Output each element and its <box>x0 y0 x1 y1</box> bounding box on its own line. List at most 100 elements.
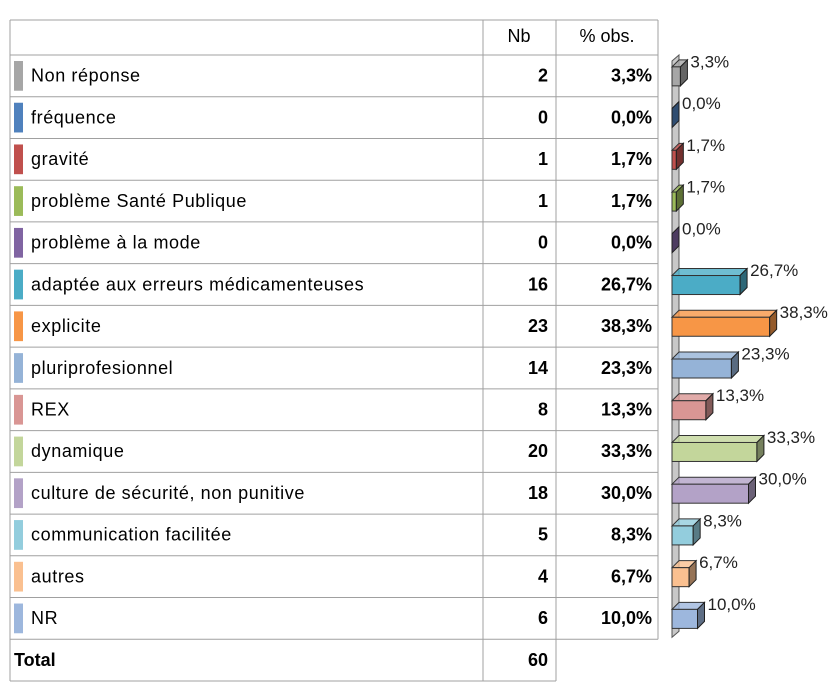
percent: 0,0% <box>611 107 652 127</box>
bar-side <box>675 183 684 213</box>
count: 8 <box>538 399 548 419</box>
percent: 23,3% <box>601 358 652 378</box>
bar-side <box>705 392 714 421</box>
row-label: problème à la mode <box>31 233 201 253</box>
color-swatch <box>14 603 23 634</box>
bar-side <box>688 559 697 588</box>
row-label: autres <box>31 566 85 586</box>
percent: 3,3% <box>611 66 652 86</box>
count: 1 <box>538 191 548 211</box>
row-label: problème Santé Publique <box>31 191 247 211</box>
bar <box>671 441 758 462</box>
count: 23 <box>528 316 548 336</box>
percent: 0,0% <box>611 233 652 253</box>
bar-side <box>671 100 680 129</box>
total-label: Total <box>14 650 56 670</box>
bar <box>671 483 749 504</box>
row-label: explicite <box>31 316 101 336</box>
count: 0 <box>538 233 548 253</box>
bar-side <box>730 350 739 380</box>
bar-top <box>670 476 757 485</box>
bar-label: 8,3% <box>703 511 742 530</box>
count: 14 <box>528 358 548 378</box>
bar-side <box>739 267 748 296</box>
bar-top <box>670 268 749 277</box>
bar-top <box>670 309 778 318</box>
percent: 38,3% <box>601 316 652 336</box>
color-swatch <box>14 520 23 550</box>
row-label: communication facilitée <box>31 525 232 545</box>
row-label: REX <box>31 399 70 419</box>
bar <box>671 191 677 212</box>
bar-top <box>670 434 766 443</box>
bar <box>671 66 681 87</box>
bar-label: 6,7% <box>699 553 738 572</box>
bar <box>671 316 771 337</box>
chart-wall <box>671 53 680 639</box>
count: 16 <box>528 274 548 294</box>
count: 0 <box>538 107 548 127</box>
bar-side <box>692 517 701 547</box>
bar <box>671 400 707 421</box>
bar-label: 3,3% <box>690 52 729 71</box>
row-label: gravité <box>31 149 89 169</box>
percent: 6,7% <box>611 566 652 586</box>
row-label: adaptée aux erreurs médicamenteuses <box>31 274 364 294</box>
percent: 10,0% <box>601 608 652 628</box>
row-label: fréquence <box>31 107 116 127</box>
bar <box>671 275 741 296</box>
bar-side <box>671 225 680 255</box>
bar <box>671 608 698 629</box>
row-label: Non réponse <box>31 66 141 86</box>
row-label: pluriprofesionnel <box>31 358 173 378</box>
row-label: culture de sécurité, non punitive <box>31 483 305 503</box>
color-swatch <box>14 102 23 133</box>
count: 18 <box>528 483 548 503</box>
row-label: dynamique <box>31 441 124 461</box>
percent: 1,7% <box>611 191 652 211</box>
bar <box>671 358 732 379</box>
color-swatch <box>14 186 23 216</box>
color-swatch <box>14 561 23 592</box>
bar-label: 0,0% <box>682 94 721 113</box>
column-header: Nb <box>507 26 530 46</box>
count: 6 <box>538 608 548 628</box>
count: 20 <box>528 441 548 461</box>
bar-label: 26,7% <box>750 261 798 280</box>
bar-label: 0,0% <box>682 219 721 238</box>
bar-side <box>697 601 705 630</box>
bar-label: 30,0% <box>759 470 807 489</box>
color-swatch <box>14 269 23 300</box>
bar <box>671 567 690 588</box>
percent: 30,0% <box>601 483 652 503</box>
percent: 8,3% <box>611 525 652 545</box>
color-swatch <box>14 311 23 342</box>
count: 5 <box>538 525 548 545</box>
color-swatch <box>14 227 23 258</box>
bar <box>671 525 694 546</box>
percent: 33,3% <box>601 441 652 461</box>
bar-label: 38,3% <box>780 303 828 322</box>
count: 2 <box>538 66 548 86</box>
bar-label: 13,3% <box>716 386 764 405</box>
bar-side <box>679 58 688 88</box>
bar-side <box>769 309 778 338</box>
color-swatch <box>14 353 23 383</box>
bar-label: 1,7% <box>686 178 725 197</box>
bar-label: 1,7% <box>686 136 725 155</box>
bar-side <box>756 434 765 463</box>
bar-label: 23,3% <box>741 344 789 363</box>
count: 1 <box>538 149 548 169</box>
color-swatch <box>14 436 23 467</box>
percent: 1,7% <box>611 149 652 169</box>
bar-label: 33,3% <box>767 428 815 447</box>
column-header: % obs. <box>579 26 634 46</box>
bar-top <box>670 351 740 360</box>
bar <box>671 149 677 170</box>
count: 4 <box>538 566 548 586</box>
color-swatch <box>14 144 23 175</box>
row-label: NR <box>31 608 58 628</box>
percent: 13,3% <box>601 399 652 419</box>
